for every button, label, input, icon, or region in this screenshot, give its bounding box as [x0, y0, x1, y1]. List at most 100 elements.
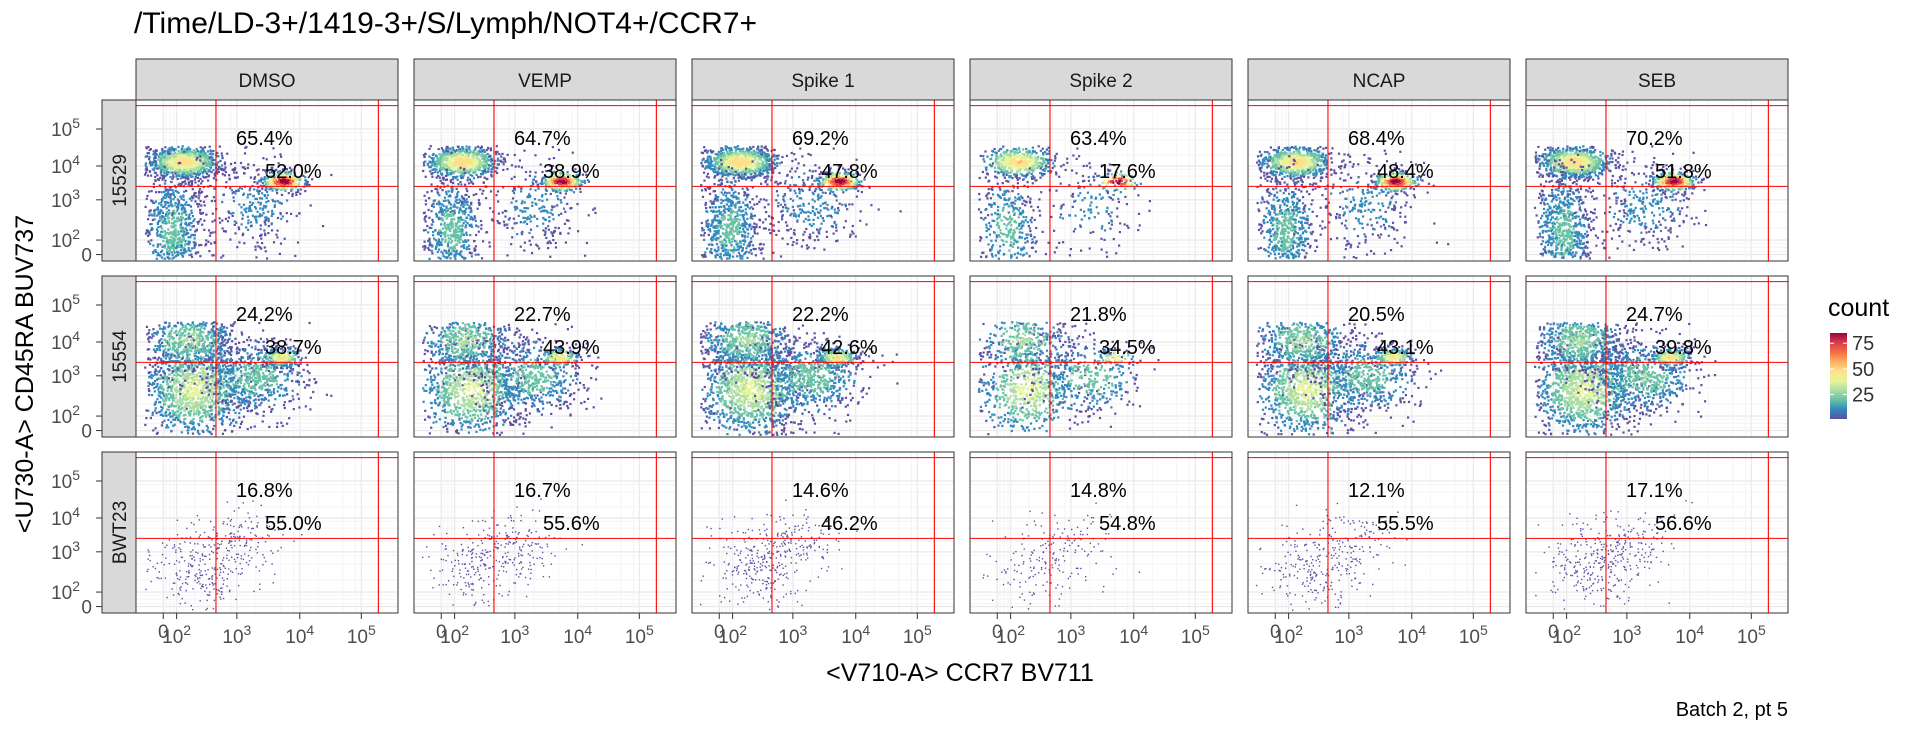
column-strip-label: Spike 1 — [791, 71, 854, 92]
percentage-label-lower: 46.2% — [821, 513, 878, 535]
percentage-label-lower: 55.0% — [265, 513, 322, 535]
column-strip: SEB — [1526, 59, 1788, 100]
row-strip: 15554 — [102, 276, 136, 437]
legend-tick-label: 25 — [1852, 384, 1874, 406]
row-strip: 15529 — [102, 100, 136, 261]
x-tick-label: 104 — [1675, 622, 1704, 648]
row-strip: BWT23 — [102, 452, 136, 613]
x-tick-label: 104 — [841, 622, 870, 648]
percentage-label-upper: 20.5% — [1348, 304, 1405, 326]
facet-panel: 68.4%48.4% — [1248, 100, 1510, 261]
percentage-label-upper: 24.2% — [236, 304, 293, 326]
percentage-label-upper: 14.6% — [792, 480, 849, 502]
column-strip-label: DMSO — [239, 71, 296, 92]
facet-panel: 24.7% 39.8% — [1526, 276, 1788, 437]
x-tick-label: 105 — [903, 622, 932, 648]
column-strip: DMSO — [136, 59, 398, 100]
percentage-label-lower: 51.8% — [1655, 161, 1712, 183]
x-tick-label: 104 — [563, 622, 592, 648]
y-tick-label: 103 — [51, 186, 80, 212]
facet-panel: 21.8% 34.5% — [970, 276, 1232, 437]
percentage-label-upper: 22.7% — [514, 304, 571, 326]
row-strip-label: BWT23 — [110, 501, 131, 564]
percentage-label-upper: 17.1% — [1626, 480, 1683, 502]
percentage-label-upper: 64.7% — [514, 128, 571, 150]
column-strip-label: NCAP — [1353, 71, 1406, 92]
percentage-label-lower: 43.9% — [543, 337, 600, 359]
y-tick-label: 105 — [51, 115, 80, 141]
y-axis-title: <U730-A> CD45RA BUV737 — [11, 215, 39, 533]
facet-panel: 22.2% 42.6% — [692, 276, 954, 437]
percentage-label-lower: 54.8% — [1099, 513, 1156, 535]
column-strip: Spike 1 — [692, 59, 954, 100]
y-tick-label: 0 — [81, 422, 92, 443]
percentage-label-lower: 55.6% — [543, 513, 600, 535]
percentage-label-lower: 38.9% — [543, 161, 600, 183]
x-axis-title: <V710-A> CCR7 BV711 — [826, 659, 1094, 687]
percentage-label-upper: 14.8% — [1070, 480, 1127, 502]
facet-panel: 22.7% 43.9% — [414, 276, 676, 437]
percentage-label-upper: 16.7% — [514, 480, 571, 502]
percentage-label-upper: 16.8% — [236, 480, 293, 502]
percentage-label-upper: 21.8% — [1070, 304, 1127, 326]
x-tick-label: 103 — [1056, 622, 1085, 648]
y-tick-label: 104 — [51, 328, 80, 354]
facet-panel: 69.2% 47.8% — [692, 100, 954, 261]
percentage-label-upper: 12.1% — [1348, 480, 1405, 502]
column-strip-label: SEB — [1638, 71, 1676, 92]
legend-tick-label: 50 — [1852, 359, 1874, 381]
facet-panel: 16.7% 55.6% — [414, 452, 676, 613]
percentage-label-lower: 55.5% — [1377, 513, 1434, 535]
legend-colorbar — [1830, 333, 1847, 419]
facet-panel: 20.5%43.1% — [1248, 276, 1510, 437]
facet-panel: 24.2%38.7% — [136, 276, 398, 437]
percentage-label-upper: 24.7% — [1626, 304, 1683, 326]
x-tick-label: 104 — [285, 622, 314, 648]
chart-title: /Time/LD-3+/1419-3+/S/Lymph/NOT4+/CCR7+ — [134, 7, 757, 40]
x-tick-label: 105 — [1459, 622, 1488, 648]
facet-panel: 14.8% 54.8% — [970, 452, 1232, 613]
x-tick-label: 105 — [1737, 622, 1766, 648]
y-tick-label: 102 — [51, 226, 80, 252]
percentage-label-lower: 17.6% — [1099, 161, 1156, 183]
y-tick-label: 0 — [81, 246, 92, 267]
y-tick-label: 104 — [51, 152, 80, 178]
facet-panel: 64.7% 38.9% — [414, 100, 676, 261]
y-tick-label: 105 — [51, 291, 80, 317]
facet-panel: 12.1% 55.5% — [1248, 452, 1510, 613]
column-strip-label: VEMP — [518, 71, 572, 92]
facet-panel: 17.1%56.6% — [1526, 452, 1788, 613]
x-tick-label: 104 — [1119, 622, 1148, 648]
percentage-label-upper: 63.4% — [1070, 128, 1127, 150]
percentage-label-lower: 48.4% — [1377, 161, 1434, 183]
y-tick-label: 102 — [51, 402, 80, 428]
percentage-label-lower: 52.0% — [265, 161, 322, 183]
y-tick-label: 103 — [51, 538, 80, 564]
row-strip-label: 15554 — [110, 330, 131, 383]
percentage-label-lower: 34.5% — [1099, 337, 1156, 359]
percentage-label-lower: 42.6% — [821, 337, 878, 359]
percentage-label-upper: 69.2% — [792, 128, 849, 150]
x-tick-label: 105 — [1181, 622, 1210, 648]
x-tick-label: 103 — [1334, 622, 1363, 648]
percentage-label-lower: 39.8% — [1655, 337, 1712, 359]
percentage-label-lower: 47.8% — [821, 161, 878, 183]
legend-title: count — [1828, 294, 1889, 322]
facet-panel: 16.8% 55.0% — [136, 452, 398, 613]
facet-panel: 65.4%52.0% — [136, 100, 398, 261]
column-strip: NCAP — [1248, 59, 1510, 100]
legend-tick-label: 75 — [1852, 333, 1874, 355]
facet-panel: 63.4% 17.6% — [970, 100, 1232, 261]
y-tick-label: 102 — [51, 578, 80, 604]
percentage-label-upper: 22.2% — [792, 304, 849, 326]
